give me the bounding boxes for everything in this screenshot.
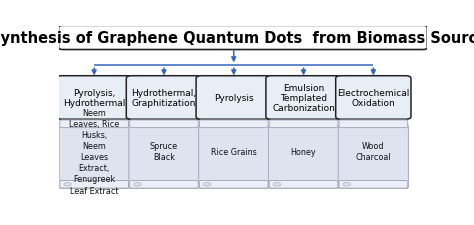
FancyBboxPatch shape — [58, 26, 428, 50]
FancyBboxPatch shape — [60, 120, 128, 128]
FancyBboxPatch shape — [129, 126, 199, 189]
Text: Electrochemical
Oxidation: Electrochemical Oxidation — [337, 88, 410, 108]
FancyBboxPatch shape — [269, 181, 338, 188]
Circle shape — [203, 183, 211, 186]
FancyBboxPatch shape — [59, 126, 129, 189]
Circle shape — [134, 183, 141, 186]
FancyBboxPatch shape — [200, 120, 268, 128]
FancyBboxPatch shape — [339, 181, 408, 188]
Circle shape — [273, 183, 281, 186]
Text: Hydrothermal,
Graphitization: Hydrothermal, Graphitization — [131, 88, 197, 108]
Text: Synthesis of Graphene Quantum Dots  from Biomass Sources: Synthesis of Graphene Quantum Dots from … — [0, 31, 474, 46]
FancyBboxPatch shape — [129, 120, 198, 128]
FancyBboxPatch shape — [200, 181, 268, 188]
Text: Wood
Charcoal: Wood Charcoal — [356, 142, 391, 162]
FancyBboxPatch shape — [338, 126, 409, 189]
Text: Pyrolysis: Pyrolysis — [214, 94, 254, 103]
FancyBboxPatch shape — [266, 76, 341, 120]
Circle shape — [343, 183, 350, 186]
FancyBboxPatch shape — [336, 76, 411, 120]
FancyBboxPatch shape — [199, 126, 269, 189]
Text: Spruce
Black: Spruce Black — [150, 142, 178, 162]
FancyBboxPatch shape — [126, 76, 201, 120]
Text: Rice Grains: Rice Grains — [211, 147, 256, 156]
FancyBboxPatch shape — [269, 120, 338, 128]
FancyBboxPatch shape — [56, 76, 132, 120]
Circle shape — [64, 183, 71, 186]
FancyBboxPatch shape — [129, 181, 198, 188]
FancyBboxPatch shape — [268, 126, 338, 189]
FancyBboxPatch shape — [196, 76, 272, 120]
Text: Pyrolysis,
Hydrothermal: Pyrolysis, Hydrothermal — [63, 88, 125, 108]
FancyBboxPatch shape — [60, 181, 128, 188]
Text: Emulsion
Templated
Carbonization: Emulsion Templated Carbonization — [272, 83, 335, 113]
FancyBboxPatch shape — [339, 120, 408, 128]
Text: Honey: Honey — [291, 147, 316, 156]
Text: Neem
Leaves, Rice
Husks,
Neem
Leaves
Extract,
Fenugreek
Leaf Extract: Neem Leaves, Rice Husks, Neem Leaves Ext… — [69, 108, 119, 195]
